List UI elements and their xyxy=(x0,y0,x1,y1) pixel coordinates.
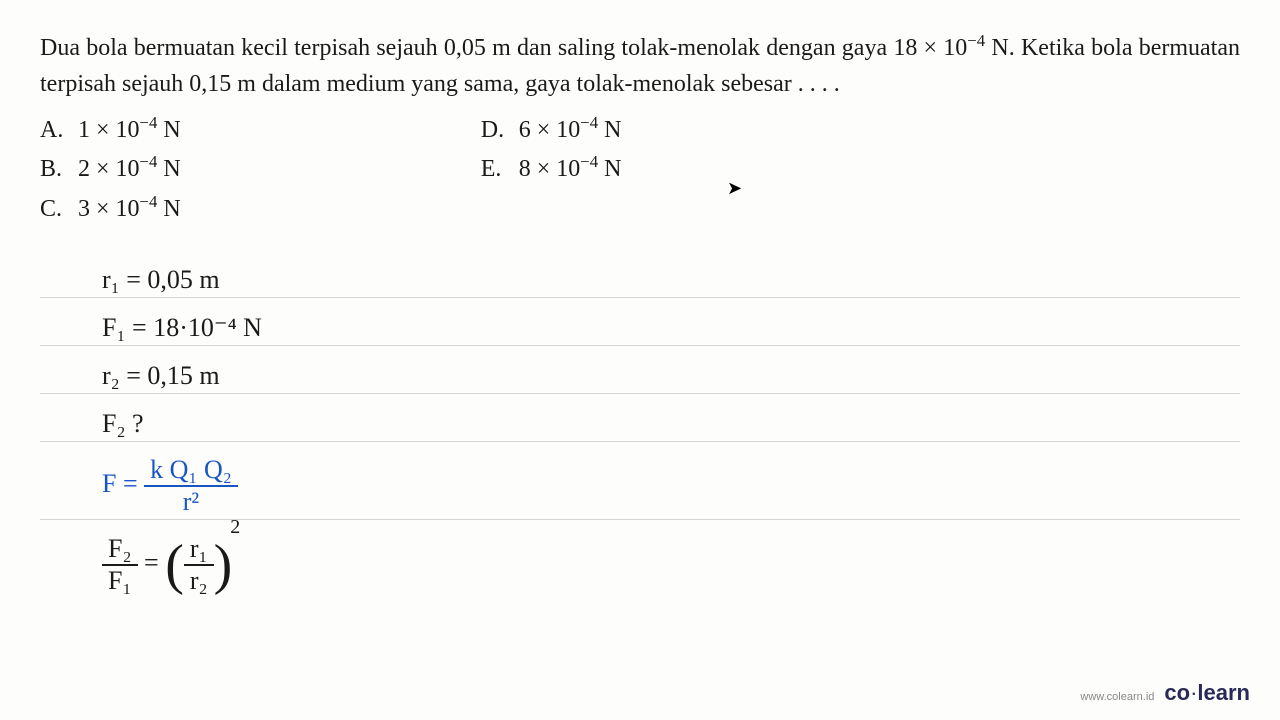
footer-logo: co·learn xyxy=(1164,680,1250,706)
option-a: A. 1 × 10−4 N xyxy=(40,110,181,149)
ruled-worksheet: r₁ = 0,05 m F₁ = 18·10⁻⁴ N r₂ = 0,15 m F… xyxy=(40,250,1240,598)
option-letter: A. xyxy=(40,111,72,149)
option-suffix: N xyxy=(157,156,180,182)
option-letter: E. xyxy=(481,150,513,188)
option-exp: −4 xyxy=(580,152,598,171)
option-c: C. 3 × 10−4 N xyxy=(40,189,181,228)
ruled-line: F₂F₁ = ( r₁r₂ ) 2 xyxy=(40,520,1240,598)
formula-lhs: F = xyxy=(102,469,144,498)
frac-num: r₁ xyxy=(184,536,214,566)
fraction-right: r₁r₂ xyxy=(184,536,214,594)
option-suffix: N xyxy=(598,156,621,182)
hw-line-6-ratio: F₂F₁ = ( r₁r₂ ) 2 xyxy=(102,536,240,594)
exponent: 2 xyxy=(230,516,240,538)
option-exp: −4 xyxy=(140,192,158,211)
option-letter: C. xyxy=(40,190,72,228)
options-container: A. 1 × 10−4 N B. 2 × 10−4 N C. 3 × 10−4 … xyxy=(40,110,1240,228)
option-exp: −4 xyxy=(580,113,598,132)
logo-prefix: co xyxy=(1164,680,1190,705)
fraction-left: F₂F₁ xyxy=(102,536,138,594)
option-prefix: 2 × 10 xyxy=(78,156,140,182)
option-exp: −4 xyxy=(140,113,158,132)
fraction: k Q₁ Q₂r² xyxy=(144,457,238,515)
q-exp1: −4 xyxy=(967,31,985,50)
frac-den: F₁ xyxy=(102,566,138,594)
option-prefix: 3 × 10 xyxy=(78,196,140,222)
options-left-col: A. 1 × 10−4 N B. 2 × 10−4 N C. 3 × 10−4 … xyxy=(40,110,181,228)
option-prefix: 1 × 10 xyxy=(78,117,140,143)
ruled-line: r₂ = 0,15 m xyxy=(40,346,1240,394)
ruled-line: F = k Q₁ Q₂r² xyxy=(40,442,1240,520)
hw-line-1: r₁ = 0,05 m xyxy=(102,265,220,295)
question-text: Dua bola bermuatan kecil terpisah sejauh… xyxy=(40,28,1240,102)
frac-num: F₂ xyxy=(102,536,138,566)
ruled-line: F₂ ? xyxy=(40,394,1240,442)
right-paren: ) xyxy=(214,543,233,588)
option-prefix: 6 × 10 xyxy=(519,117,581,143)
option-suffix: N xyxy=(598,117,621,143)
footer: www.colearn.id co·learn xyxy=(1080,680,1250,706)
ruled-line: r₁ = 0,05 m xyxy=(40,250,1240,298)
option-e: E. 8 × 10−4 N xyxy=(481,149,622,188)
hw-line-5-formula: F = k Q₁ Q₂r² xyxy=(102,457,238,515)
ruled-line: F₁ = 18·10⁻⁴ N xyxy=(40,298,1240,346)
frac-den: r² xyxy=(177,487,205,515)
options-right-col: D. 6 × 10−4 N E. 8 × 10−4 N xyxy=(481,110,622,228)
frac-num: k Q₁ Q₂ xyxy=(144,457,238,487)
option-suffix: N xyxy=(157,117,180,143)
option-b: B. 2 × 10−4 N xyxy=(40,149,181,188)
left-paren: ( xyxy=(165,543,184,588)
option-letter: D. xyxy=(481,111,513,149)
equals: = xyxy=(144,548,165,577)
option-suffix: N xyxy=(157,196,180,222)
q-part1: Dua bola bermuatan kecil terpisah sejauh… xyxy=(40,35,967,61)
hw-line-2: F₁ = 18·10⁻⁴ N xyxy=(102,313,262,343)
parenthesized-fraction: ( r₁r₂ ) xyxy=(165,536,232,594)
frac-den: r₂ xyxy=(184,566,214,594)
logo-suffix: learn xyxy=(1197,680,1250,705)
hw-line-3: r₂ = 0,15 m xyxy=(102,361,220,391)
footer-url: www.colearn.id xyxy=(1080,691,1154,703)
option-d: D. 6 × 10−4 N xyxy=(481,110,622,149)
option-exp: −4 xyxy=(140,152,158,171)
hw-line-4: F₂ ? xyxy=(102,409,144,439)
option-letter: B. xyxy=(40,150,72,188)
option-prefix: 8 × 10 xyxy=(519,156,581,182)
